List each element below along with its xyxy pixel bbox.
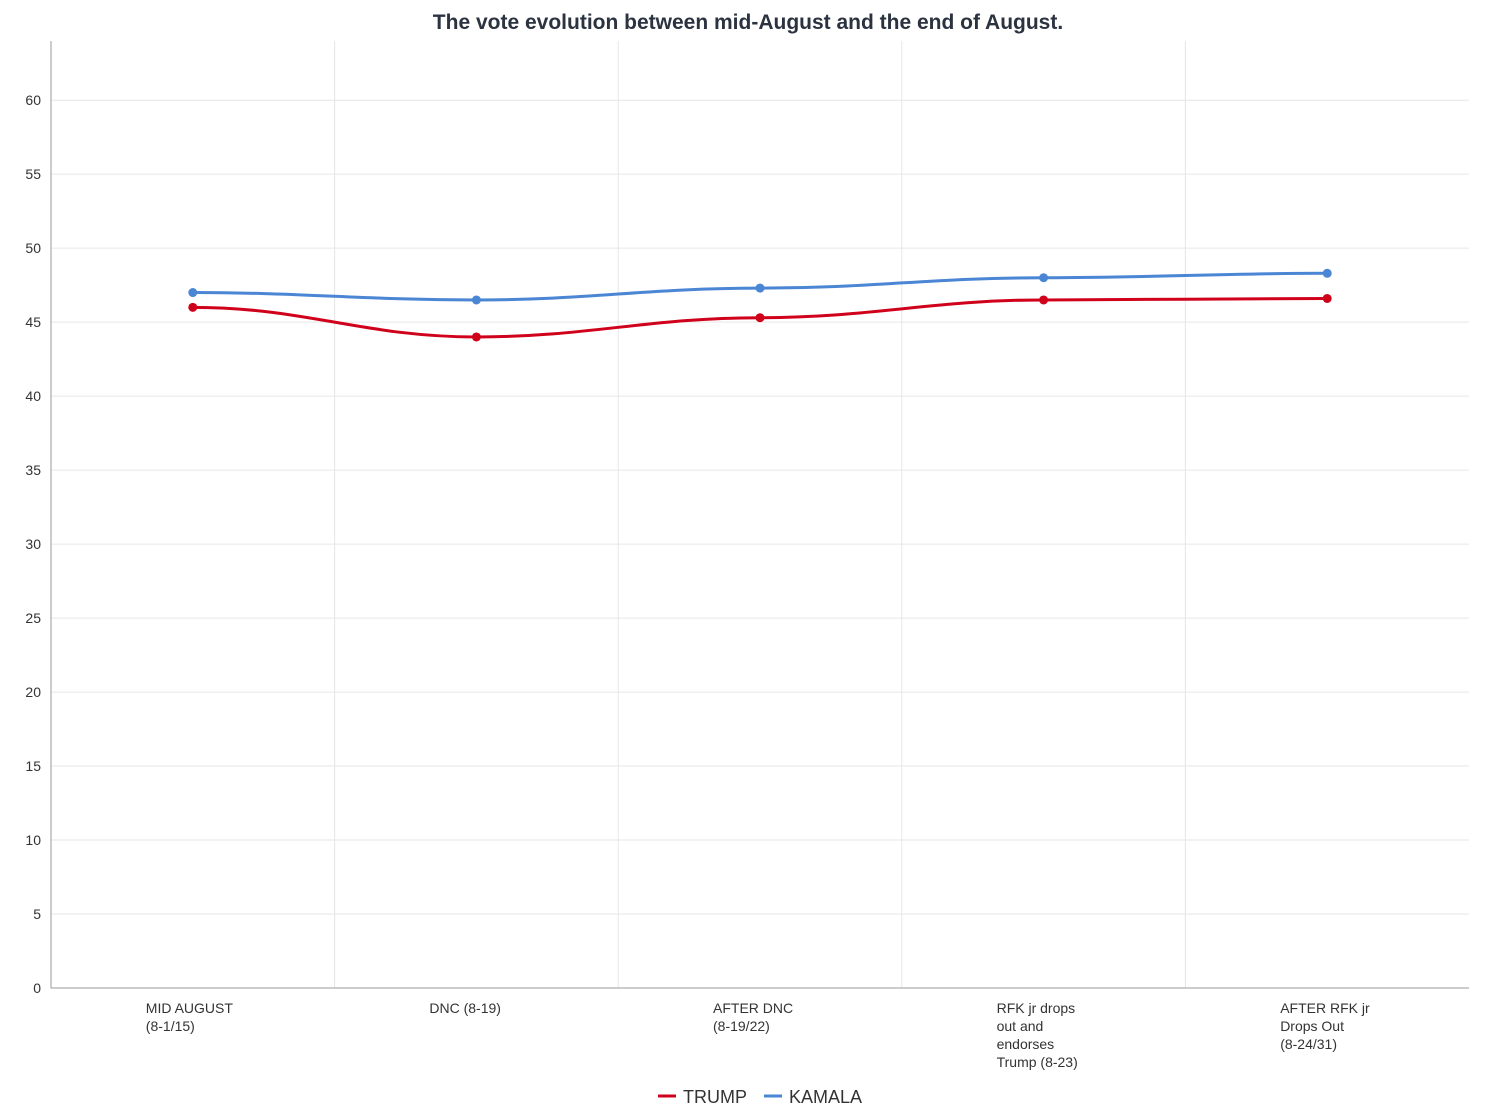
data-point-trump[interactable]	[755, 313, 765, 323]
y-tick-label: 40	[25, 388, 41, 404]
y-tick-label: 50	[25, 240, 41, 256]
y-tick-label: 0	[33, 980, 41, 996]
x-axis-tick-labels: MID AUGUST (8-1/15) DNC (8-19) AFTER DNC (8-…	[146, 1000, 1370, 1070]
y-tick-label: 25	[25, 610, 41, 626]
y-tick-label: 35	[25, 462, 41, 478]
y-tick-label: 55	[25, 166, 41, 182]
y-tick-label: 5	[33, 906, 41, 922]
y-tick-label: 15	[25, 758, 41, 774]
gridlines	[51, 41, 1469, 988]
x-tick-label: AFTER RFK jr Drops Out (8-24/31)	[1280, 1000, 1370, 1052]
y-tick-label: 60	[25, 92, 41, 108]
x-tick-label: AFTER DNC (8-19/22)	[713, 1000, 793, 1034]
data-point-kamala[interactable]	[1039, 273, 1049, 283]
y-tick-label: 20	[25, 684, 41, 700]
x-tick-label: MID AUGUST (8-1/15)	[146, 1000, 234, 1034]
legend-item-kamala[interactable]: KAMALA	[764, 1087, 862, 1107]
data-point-kamala[interactable]	[1322, 268, 1332, 278]
legend[interactable]: TRUMP KAMALA	[658, 1087, 862, 1107]
y-tick-label: 45	[25, 314, 41, 330]
data-point-trump[interactable]	[1322, 293, 1332, 303]
series-trump	[188, 293, 1332, 342]
data-point-trump[interactable]	[1039, 295, 1049, 305]
chart-title: The vote evolution between mid-August an…	[433, 11, 1063, 34]
x-tick-label: RFK jr drops out and endorses Trump (8-23)	[997, 1000, 1078, 1070]
data-point-kamala[interactable]	[188, 288, 198, 298]
legend-item-trump[interactable]: TRUMP	[658, 1087, 747, 1107]
series-lines	[188, 268, 1332, 342]
x-tick-label: DNC (8-19)	[429, 1000, 501, 1016]
data-point-kamala[interactable]	[755, 283, 765, 293]
data-point-trump[interactable]	[471, 332, 481, 342]
y-tick-label: 10	[25, 832, 41, 848]
data-point-trump[interactable]	[188, 302, 198, 312]
legend-label-kamala: KAMALA	[789, 1087, 862, 1107]
y-axis-tick-labels: 0 5 10 15 20 25 30 35 40 45 50 55 60	[25, 92, 41, 996]
series-kamala	[188, 268, 1332, 305]
y-tick-label: 30	[25, 536, 41, 552]
legend-label-trump: TRUMP	[683, 1087, 747, 1107]
axes	[50, 41, 1469, 989]
data-point-kamala[interactable]	[471, 295, 481, 305]
